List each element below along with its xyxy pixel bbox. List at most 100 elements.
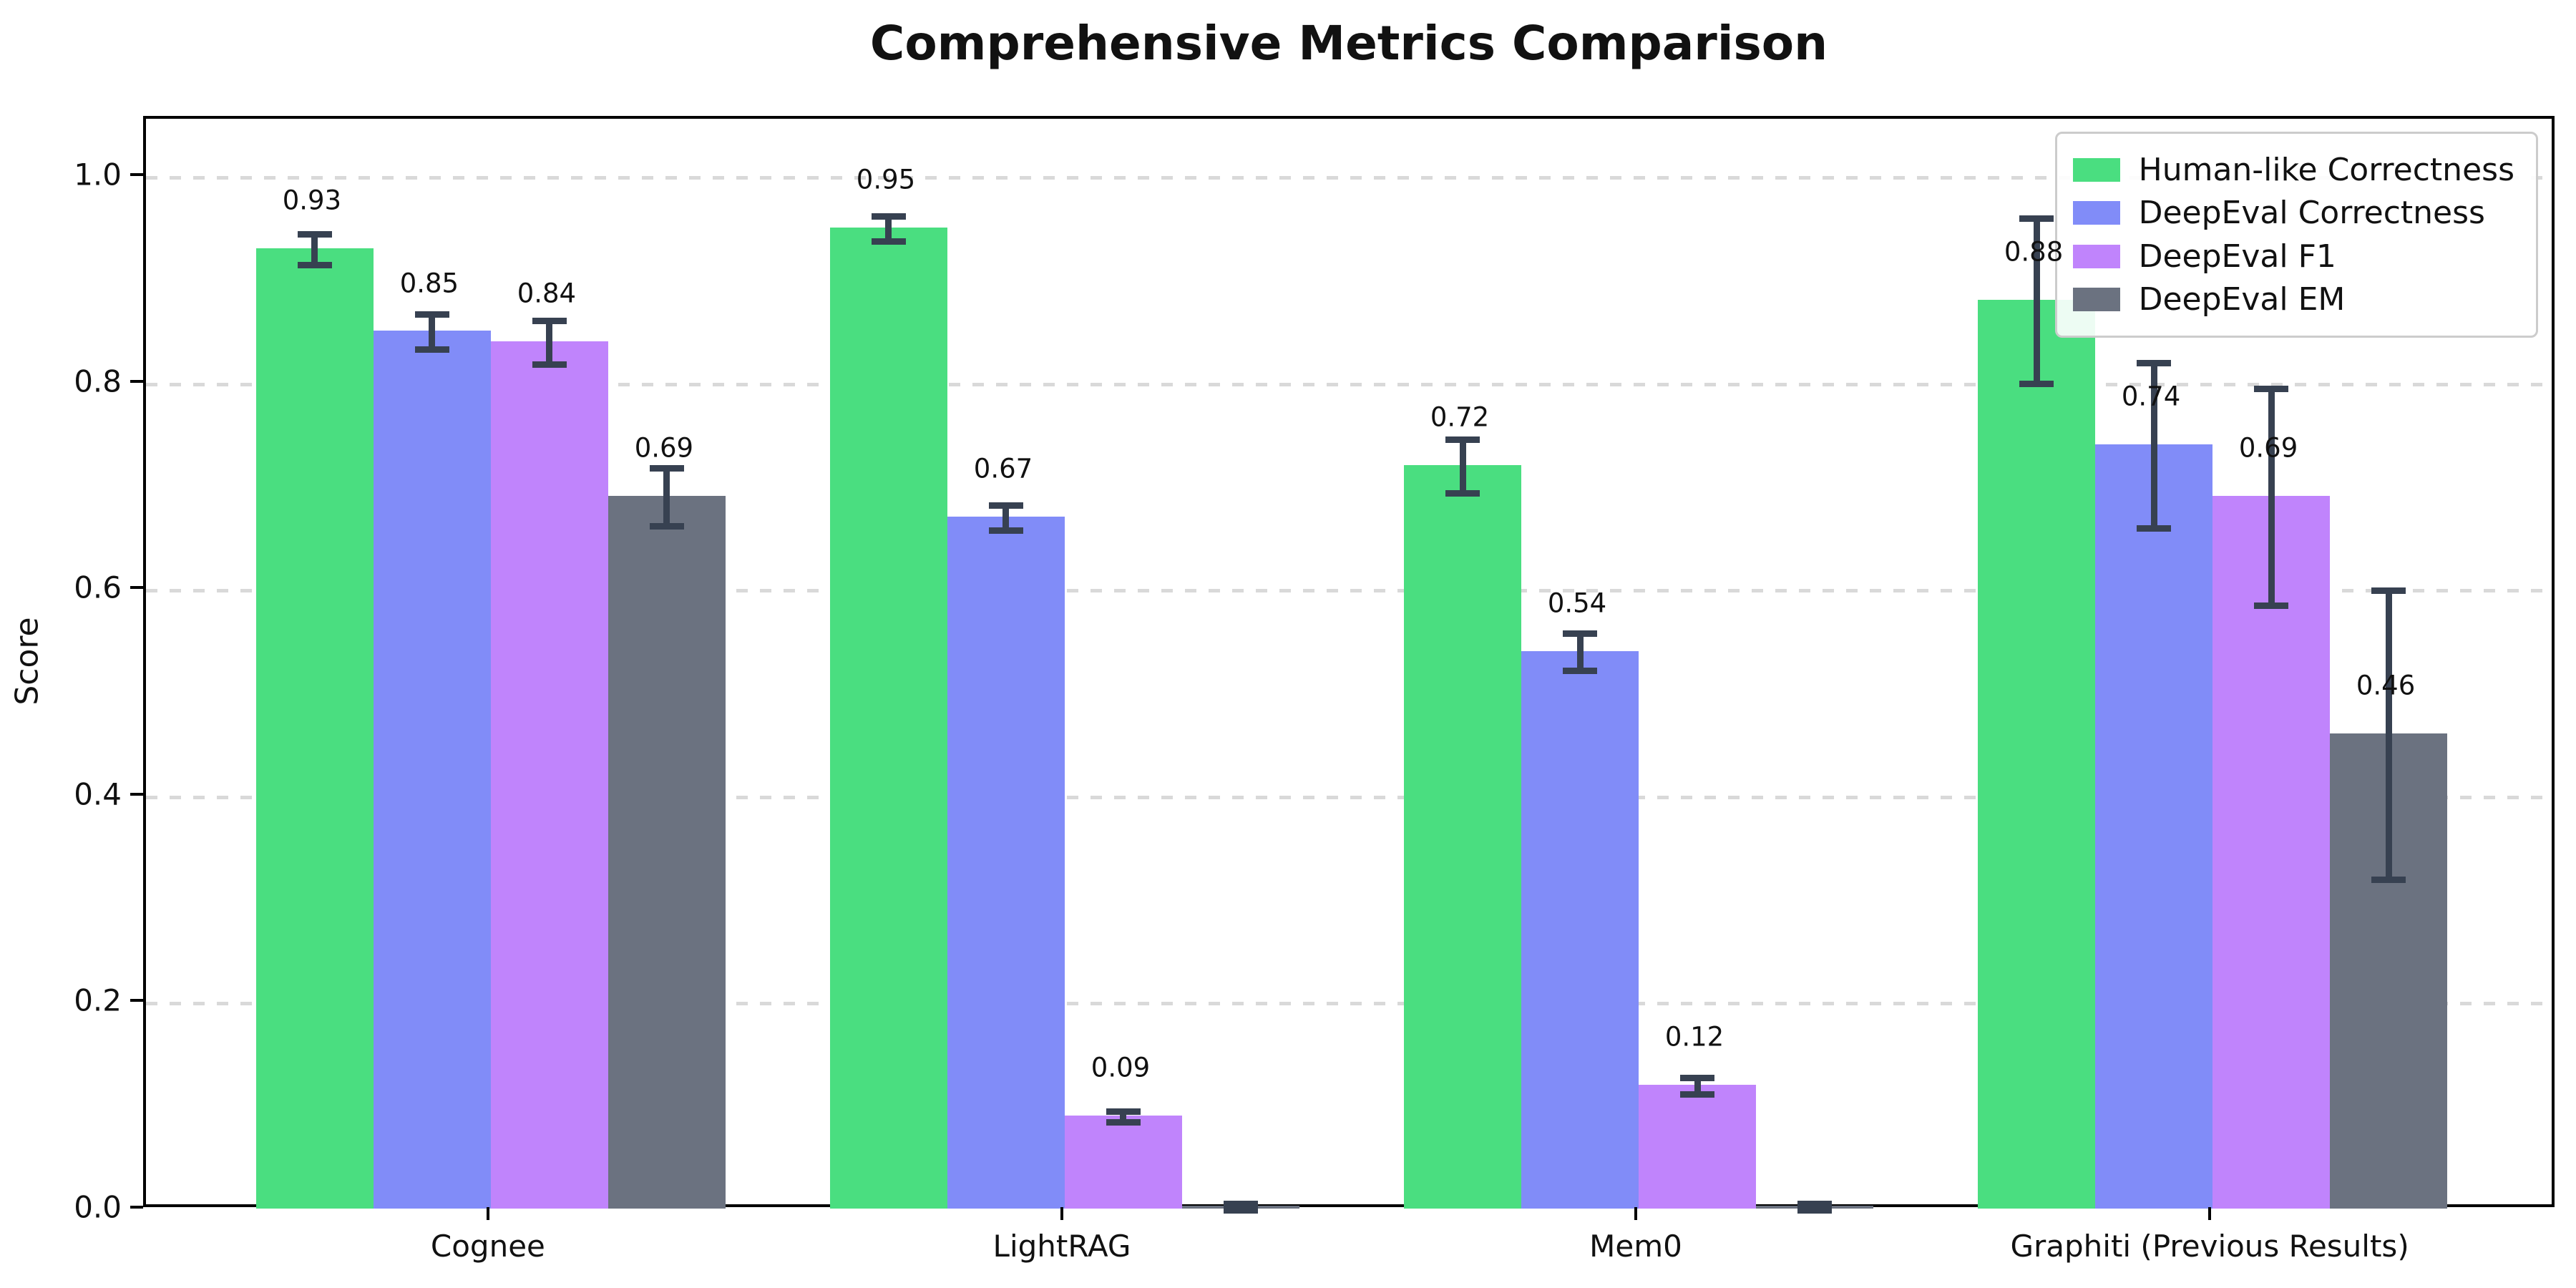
error-cap-top bbox=[532, 318, 567, 325]
bar bbox=[608, 496, 726, 1209]
error-bar bbox=[1694, 1078, 1701, 1095]
error-cap-bottom bbox=[2254, 602, 2289, 610]
y-tick-label: 0.4 bbox=[74, 776, 122, 812]
y-tick-label: 0.6 bbox=[74, 570, 122, 605]
legend-swatch bbox=[2072, 244, 2120, 268]
legend-item: DeepEval EM bbox=[2072, 278, 2514, 322]
error-bar bbox=[2268, 389, 2275, 606]
legend-item-label: DeepEval F1 bbox=[2138, 238, 2336, 275]
bar bbox=[255, 248, 374, 1209]
value-label: 0.93 bbox=[282, 185, 342, 216]
error-bar bbox=[1459, 439, 1466, 494]
error-cap-top bbox=[1680, 1074, 1715, 1081]
error-cap-top bbox=[414, 311, 449, 318]
y-tick-label: 0.8 bbox=[74, 364, 122, 399]
x-tick bbox=[486, 1207, 489, 1220]
bar bbox=[829, 228, 947, 1209]
error-cap-bottom bbox=[871, 238, 906, 245]
y-tick bbox=[130, 792, 143, 796]
error-cap-bottom bbox=[532, 361, 567, 368]
x-tick-label: Graphiti (Previous Results) bbox=[2010, 1229, 2409, 1264]
error-cap-top bbox=[2371, 587, 2406, 594]
error-cap-bottom bbox=[1445, 490, 1480, 497]
error-bar bbox=[2150, 363, 2157, 529]
legend-item: Human-like Correctness bbox=[2072, 148, 2514, 192]
error-cap-bottom bbox=[1223, 1206, 1258, 1214]
error-bar bbox=[1002, 505, 1010, 531]
error-bar bbox=[1120, 1111, 1127, 1123]
error-cap-top bbox=[2019, 215, 2054, 223]
y-tick bbox=[130, 999, 143, 1002]
value-label: 0.95 bbox=[856, 164, 916, 195]
error-cap-top bbox=[1223, 1200, 1258, 1207]
error-cap-top bbox=[2137, 360, 2172, 367]
value-label: 0.84 bbox=[517, 278, 577, 309]
y-tick bbox=[130, 379, 143, 383]
error-cap-bottom bbox=[2137, 525, 2172, 532]
error-cap-bottom bbox=[1106, 1118, 1141, 1126]
chart-title: Comprehensive Metrics Comparison bbox=[869, 16, 1828, 71]
x-tick bbox=[1634, 1207, 1638, 1220]
error-cap-top bbox=[871, 213, 906, 220]
error-cap-bottom bbox=[1797, 1206, 1833, 1214]
error-cap-top bbox=[649, 465, 684, 472]
error-bar bbox=[1576, 633, 1584, 671]
y-axis-label: Score bbox=[9, 617, 46, 706]
error-bar bbox=[311, 234, 318, 265]
x-tick bbox=[2208, 1207, 2212, 1220]
bar bbox=[490, 341, 608, 1209]
gridline bbox=[146, 382, 2552, 386]
error-cap-bottom bbox=[2019, 381, 2054, 388]
bar bbox=[947, 517, 1065, 1209]
error-bar bbox=[663, 468, 670, 527]
value-label: 0.72 bbox=[1430, 401, 1490, 433]
legend-swatch bbox=[2072, 201, 2120, 225]
bar bbox=[1404, 465, 1522, 1209]
legend-item-label: DeepEval EM bbox=[2138, 281, 2346, 318]
bar bbox=[1064, 1116, 1182, 1209]
y-tick bbox=[130, 586, 143, 590]
error-bar bbox=[2033, 218, 2040, 384]
bar bbox=[2212, 496, 2331, 1209]
error-bar bbox=[546, 321, 553, 365]
value-label: 0.12 bbox=[1664, 1021, 1724, 1053]
error-cap-bottom bbox=[1563, 668, 1598, 675]
x-tick-label: Mem0 bbox=[1589, 1229, 1682, 1264]
legend-swatch bbox=[2072, 288, 2120, 312]
y-tick-label: 0.2 bbox=[74, 982, 122, 1018]
error-cap-bottom bbox=[988, 527, 1023, 534]
bar bbox=[373, 331, 491, 1209]
value-label: 0.46 bbox=[2356, 670, 2416, 701]
y-tick-label: 0.0 bbox=[74, 1189, 122, 1225]
value-label: 0.85 bbox=[399, 268, 459, 298]
x-tick-label: Cognee bbox=[430, 1229, 545, 1264]
error-bar bbox=[429, 314, 436, 350]
error-cap-bottom bbox=[414, 346, 449, 353]
error-cap-bottom bbox=[649, 523, 684, 530]
gridline bbox=[146, 795, 2552, 799]
error-cap-bottom bbox=[1680, 1091, 1715, 1098]
error-cap-bottom bbox=[2371, 876, 2406, 883]
error-bar bbox=[885, 216, 892, 242]
legend-item-label: Human-like Correctness bbox=[2138, 151, 2514, 188]
x-tick bbox=[1060, 1207, 1063, 1220]
error-cap-top bbox=[297, 230, 332, 238]
value-label: 0.09 bbox=[1091, 1052, 1151, 1083]
error-cap-top bbox=[1563, 630, 1598, 638]
legend-item-label: DeepEval Correctness bbox=[2138, 195, 2485, 232]
y-tick-label: 1.0 bbox=[74, 157, 122, 192]
error-cap-bottom bbox=[297, 262, 332, 269]
value-label: 0.74 bbox=[2121, 381, 2181, 412]
error-cap-top bbox=[988, 502, 1023, 509]
value-label: 0.69 bbox=[634, 432, 694, 464]
error-cap-top bbox=[1445, 436, 1480, 444]
value-label: 0.88 bbox=[2004, 236, 2064, 268]
error-cap-top bbox=[1797, 1200, 1833, 1207]
error-cap-top bbox=[2254, 386, 2289, 393]
value-label: 0.69 bbox=[2238, 432, 2298, 464]
x-tick-label: LightRAG bbox=[992, 1229, 1131, 1264]
bar bbox=[2095, 444, 2213, 1209]
gridline bbox=[146, 589, 2552, 593]
y-tick bbox=[130, 173, 143, 176]
